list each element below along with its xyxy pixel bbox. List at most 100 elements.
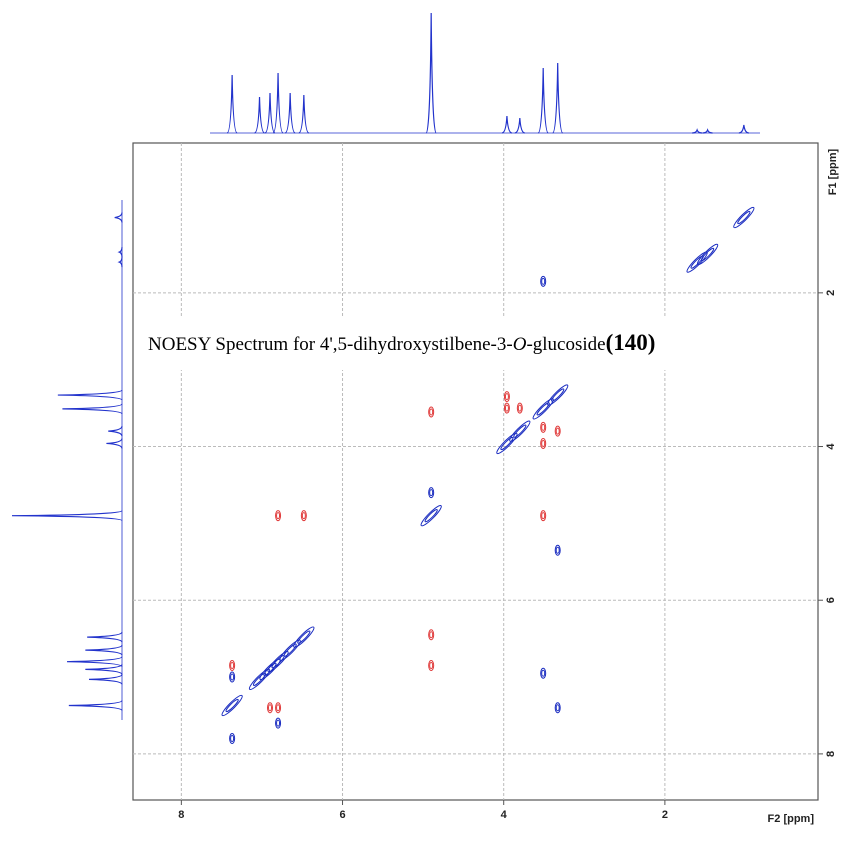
cross-peak bbox=[540, 275, 547, 287]
projection-peak bbox=[254, 96, 265, 134]
projection-peak bbox=[57, 389, 123, 401]
diagonal-peak bbox=[686, 251, 708, 273]
cross-peak bbox=[229, 733, 236, 745]
projection-peak bbox=[692, 128, 703, 134]
diagonal-peak bbox=[297, 630, 311, 644]
projection-peak bbox=[738, 124, 749, 134]
diagonal-peak bbox=[509, 420, 531, 442]
projection-peak bbox=[88, 674, 123, 685]
cross-peak bbox=[275, 510, 282, 522]
cross-peak bbox=[540, 510, 547, 522]
cross-peak bbox=[230, 673, 235, 681]
cross-peak bbox=[428, 660, 435, 672]
cross-peak bbox=[541, 439, 546, 447]
cross-peak bbox=[554, 425, 561, 437]
y-tick-label: 4 bbox=[825, 443, 837, 450]
diagonal-peak bbox=[225, 698, 239, 713]
cross-peak bbox=[504, 404, 509, 412]
x-tick-label: 6 bbox=[339, 809, 345, 821]
cross-peak bbox=[275, 717, 282, 729]
diagonal-peak bbox=[690, 255, 704, 269]
cross-peak bbox=[229, 660, 236, 672]
diagonal-peak bbox=[701, 247, 715, 261]
projection-peak bbox=[425, 12, 437, 134]
cross-peak bbox=[503, 391, 510, 403]
projection-peak bbox=[284, 92, 296, 134]
diagonal-peak bbox=[221, 694, 243, 717]
x-axis-label: F2 [ppm] bbox=[768, 813, 815, 825]
diagonal-peak bbox=[500, 436, 514, 451]
peaks bbox=[221, 206, 755, 745]
x-tick-label: 4 bbox=[501, 809, 508, 821]
diagonal-peak bbox=[551, 388, 565, 402]
cross-peak bbox=[429, 631, 434, 639]
cross-peak bbox=[504, 393, 509, 401]
projection-peak bbox=[85, 644, 123, 656]
plot-frame bbox=[132, 142, 819, 801]
cross-peak bbox=[276, 512, 281, 520]
diagonal-peak bbox=[424, 509, 438, 523]
title-part: NOESY Spectrum for 4',5-dihydroxystilben… bbox=[148, 334, 513, 355]
cross-peak bbox=[428, 406, 435, 418]
y-tick-label: 6 bbox=[825, 597, 837, 603]
y-axis-label: F1 [ppm] bbox=[827, 148, 839, 195]
cross-peak bbox=[276, 719, 281, 727]
projection-peak bbox=[226, 74, 238, 134]
projection-peak bbox=[87, 631, 123, 643]
projection-peak bbox=[501, 115, 513, 134]
diagonal-peak bbox=[420, 505, 442, 527]
projection-peak bbox=[702, 128, 713, 134]
cross-peak bbox=[503, 402, 510, 414]
cross-peak bbox=[541, 512, 546, 520]
cross-peak bbox=[276, 704, 281, 712]
projection-peak bbox=[62, 403, 123, 415]
diagonal-peak bbox=[271, 655, 285, 669]
projection-peak bbox=[66, 656, 123, 668]
diagonal-peak bbox=[259, 658, 281, 680]
y-tick-label: 2 bbox=[825, 290, 837, 296]
diagonal-peak bbox=[547, 384, 569, 406]
projection-peak bbox=[117, 257, 123, 268]
cross-peak bbox=[229, 671, 236, 683]
diagonal-peak bbox=[283, 643, 297, 657]
projection-peak bbox=[11, 510, 123, 522]
diagonal-peak bbox=[252, 672, 267, 686]
projection-peak bbox=[68, 699, 123, 712]
cross-peak bbox=[429, 408, 434, 416]
diagonal-peak bbox=[513, 424, 527, 438]
cross-peak bbox=[541, 423, 546, 431]
cross-peak bbox=[429, 489, 434, 497]
cross-peak bbox=[230, 735, 235, 743]
projection-peak bbox=[272, 72, 284, 134]
cross-peak bbox=[428, 487, 435, 499]
diagonal-peak bbox=[496, 432, 518, 455]
projection-peak bbox=[108, 426, 123, 437]
x-tick-label: 8 bbox=[178, 809, 184, 821]
diagonal-peak bbox=[263, 662, 277, 676]
cross-peak bbox=[541, 277, 546, 285]
cross-peak bbox=[230, 662, 235, 670]
cross-peak bbox=[267, 702, 273, 714]
cross-peak bbox=[428, 629, 435, 641]
chart-title: NOESY Spectrum for 4',5-dihydroxystilben… bbox=[148, 330, 655, 355]
cross-peak bbox=[541, 669, 546, 677]
title-band bbox=[134, 316, 817, 370]
cross-peak bbox=[540, 667, 547, 679]
diagonal-peak bbox=[536, 402, 550, 416]
diagonal-peak bbox=[248, 668, 271, 690]
diagonal-peak bbox=[279, 639, 301, 661]
projection-peak bbox=[264, 92, 276, 134]
y-tick-label: 8 bbox=[825, 751, 837, 757]
projection-peak bbox=[537, 67, 549, 134]
projection-peak bbox=[552, 62, 564, 134]
diagonal-peak bbox=[532, 398, 554, 420]
diagonal-peak bbox=[737, 210, 751, 225]
cross-peak bbox=[555, 546, 560, 554]
cross-peak bbox=[300, 510, 307, 522]
projection-peak bbox=[117, 247, 123, 258]
diagonal-peak bbox=[267, 651, 289, 673]
cross-peak bbox=[268, 704, 272, 712]
diagonal-peak bbox=[293, 626, 315, 648]
grid bbox=[133, 143, 818, 800]
